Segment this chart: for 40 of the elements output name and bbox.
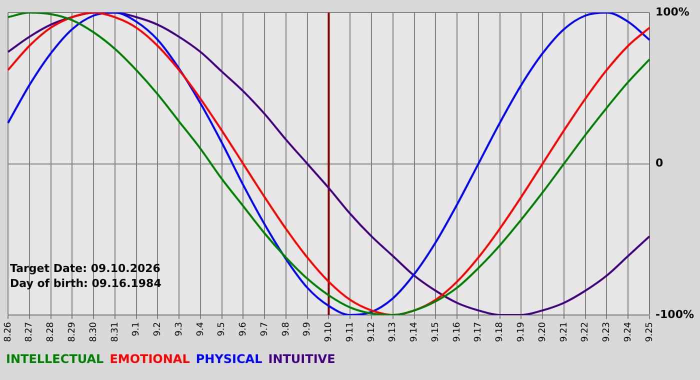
x-tick-label: 9.21 — [559, 322, 570, 342]
x-tick-label: 9.1 — [132, 322, 142, 336]
x-tick-label: 8.27 — [24, 322, 35, 342]
x-tick-label: 9.18 — [495, 322, 506, 342]
x-tick-label: 8.28 — [46, 322, 56, 342]
x-tick-label: 9.10 — [324, 322, 334, 342]
x-tick-label: 8.29 — [67, 322, 78, 342]
x-tick-label: 9.25 — [644, 322, 655, 342]
x-tick-label: 9.3 — [174, 322, 184, 336]
x-tick-label: 9.19 — [516, 322, 527, 342]
x-tick-label: 9.13 — [388, 322, 398, 342]
x-tick-label: 9.22 — [580, 322, 591, 342]
x-tick-label: 8.31 — [110, 322, 120, 342]
x-tick-label: 9.4 — [196, 322, 206, 336]
x-tick-label: 9.11 — [345, 322, 356, 342]
y-tick-label: 100% — [655, 5, 690, 18]
x-tick-label: 9.9 — [302, 322, 313, 336]
y-tick-label: 0 — [655, 156, 664, 170]
x-tick-label: 8.26 — [3, 322, 14, 342]
annotation: Day of birth: 09.16.1984 — [10, 276, 162, 290]
x-tick-label: 9.2 — [153, 322, 164, 336]
text: INTELLECTUAL — [6, 352, 104, 366]
text: PHYSICAL — [196, 352, 262, 366]
x-tick-label: 9.14 — [410, 322, 420, 342]
x-tick-label: 9.15 — [430, 322, 441, 342]
text: INTUITIVE — [268, 352, 336, 366]
x-tick-label: 9.5 — [217, 322, 228, 336]
x-tick-label: 9.20 — [538, 322, 548, 342]
x-tick-label: 9.17 — [474, 322, 484, 342]
y-tick-label: -100% — [655, 308, 694, 321]
annotation: Target Date: 09.10.2026 — [10, 262, 161, 275]
x-tick-label: 9.8 — [281, 322, 292, 336]
x-tick-label: 9.12 — [366, 322, 377, 342]
x-tick-label: 9.23 — [602, 322, 612, 342]
x-tick-label: 9.7 — [260, 322, 270, 336]
text: EMOTIONAL — [110, 352, 190, 366]
x-tick-label: 9.24 — [623, 322, 634, 342]
x-tick-label: 9.16 — [452, 322, 462, 342]
x-tick-label: 8.30 — [88, 322, 99, 342]
x-tick-label: 9.6 — [238, 322, 249, 336]
